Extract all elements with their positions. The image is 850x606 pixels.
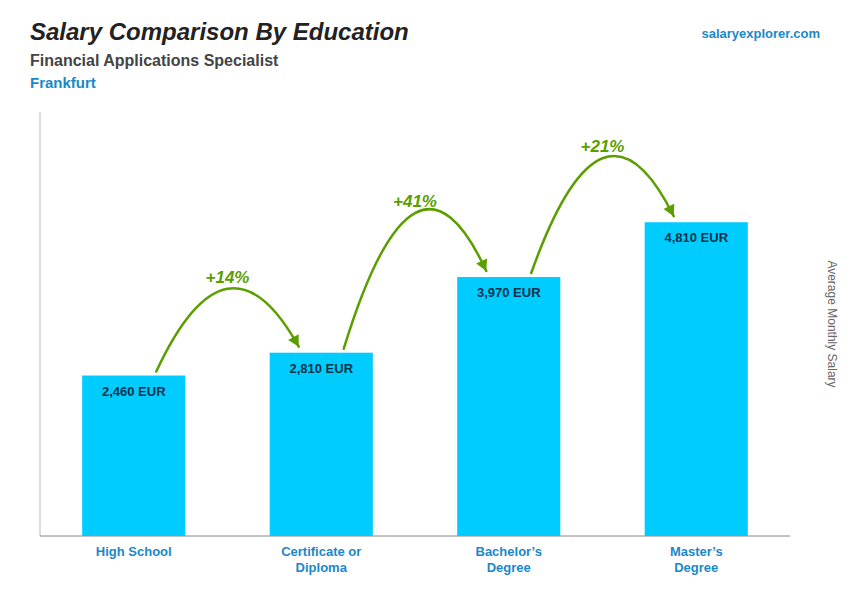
x-tick-label-line: Bachelor’s (476, 544, 542, 559)
bar (82, 376, 185, 536)
change-arrow-head (288, 334, 299, 347)
bar (645, 222, 748, 536)
x-tick-label-line: Certificate or (281, 544, 361, 559)
chart-container: Salary Comparison By Education Financial … (0, 0, 850, 606)
title: Salary Comparison By Education (30, 18, 409, 45)
data-label: 4,810 EUR (664, 230, 728, 245)
x-tick-label-line: Master’s (670, 544, 723, 559)
data-label: 3,970 EUR (477, 285, 541, 300)
change-arrow-head (664, 204, 675, 217)
bar (270, 353, 373, 536)
x-tick-label-line: Degree (487, 560, 531, 575)
subtitle: Financial Applications Specialist (30, 52, 279, 69)
annotation: +14% (206, 268, 250, 287)
x-tick-label: Certificate orDiploma (281, 544, 361, 575)
data-label: 2,460 EUR (102, 384, 166, 399)
y-axis-line (40, 112, 41, 536)
x-tick-label-line: High School (96, 544, 172, 559)
x-tick-label: Bachelor’sDegree (476, 544, 542, 575)
y-axis-label: Average Monthly Salary (825, 260, 839, 387)
chart: Salary Comparison By Education Financial … (0, 0, 850, 606)
subtitle: Frankfurt (30, 74, 96, 91)
annotation: +41% (393, 192, 437, 211)
bar (457, 277, 560, 536)
change-arrow (531, 156, 674, 273)
data-label: 2,810 EUR (289, 361, 353, 376)
change-arrow (344, 209, 487, 349)
change-arrow (156, 288, 299, 371)
bars (82, 222, 748, 536)
x-tick-label-line: Diploma (296, 560, 348, 575)
source: salaryexplorer.com (701, 26, 820, 41)
x-tick-label: Master’sDegree (670, 544, 723, 575)
change-arrow-head (476, 259, 487, 272)
annotation: +21% (581, 137, 625, 156)
x-tick-label-line: Degree (674, 560, 718, 575)
x-tick-label: High School (96, 544, 172, 559)
